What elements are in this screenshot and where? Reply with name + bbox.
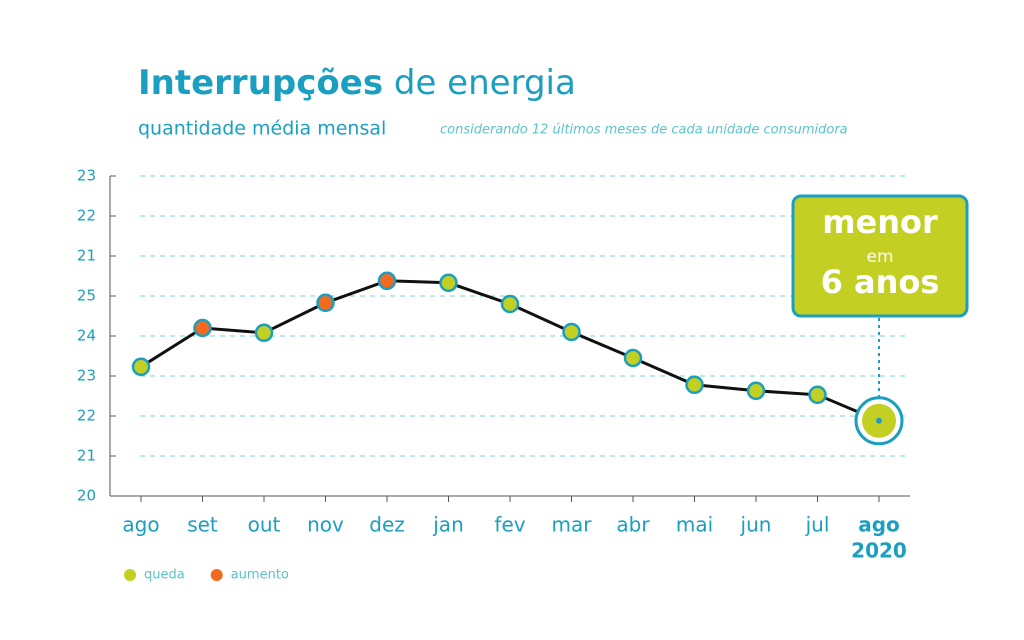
point <box>131 357 151 377</box>
point <box>439 273 458 293</box>
point <box>377 271 397 291</box>
y-tick-label: 24 <box>77 327 96 345</box>
y-tick-label: 20 <box>77 487 96 505</box>
x-tick-label: mai <box>676 513 713 537</box>
callout-box <box>791 194 969 318</box>
x-tick-label: abr <box>616 513 650 537</box>
legend-label: aumento <box>231 568 289 583</box>
legend-swatch <box>210 569 223 581</box>
callout-text: menor <box>822 203 938 241</box>
note: considerando 12 últimos meses de cada un… <box>440 123 848 138</box>
x-tick-label: ago <box>858 513 900 537</box>
y-tick-label: 25 <box>77 287 96 305</box>
point <box>685 375 704 395</box>
subtitle: quantidade média mensal <box>138 118 386 140</box>
point <box>623 348 643 368</box>
callout-text: em <box>866 247 893 267</box>
point <box>254 323 274 343</box>
x-tick-label: set <box>187 513 218 537</box>
x-tick-label: fev <box>494 513 525 537</box>
y-tick-label: 23 <box>77 367 96 385</box>
x-tick-label: nov <box>307 513 344 537</box>
x-tick-label: mar <box>552 513 593 537</box>
y-tick-label: 21 <box>77 447 96 465</box>
title-rest: de energia <box>394 63 576 103</box>
x-tick-label: ago <box>122 513 159 537</box>
legend-swatch <box>124 569 136 581</box>
callout-text: 6 anos <box>821 263 940 301</box>
x-tick-label: jul <box>805 513 830 537</box>
x-tick-label: out <box>248 513 281 537</box>
legend-label: queda <box>144 568 185 583</box>
point <box>746 381 766 401</box>
y-tick-label: 23 <box>77 167 96 185</box>
point <box>808 385 827 405</box>
x-tick-label: dez <box>369 513 405 537</box>
point-center <box>876 417 882 424</box>
title-bold: Interrupções <box>138 63 383 103</box>
point <box>316 293 335 313</box>
x-year-label: 2020 <box>851 539 907 563</box>
y-tick-label: 22 <box>77 207 96 225</box>
point <box>500 294 520 314</box>
chart-title: Interrupções de energia <box>138 63 576 103</box>
y-tick-label: 21 <box>77 247 96 265</box>
x-tick-label: jan <box>432 513 464 537</box>
y-tick-label: 22 <box>77 407 96 425</box>
point <box>562 322 581 342</box>
x-tick-label: jun <box>740 513 772 537</box>
point <box>193 318 212 338</box>
